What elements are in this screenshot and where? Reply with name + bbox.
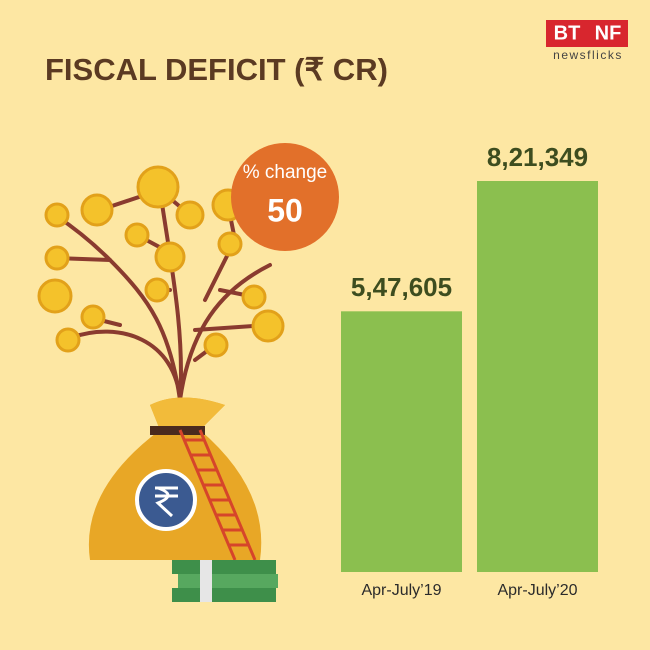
value-label: 5,47,605	[351, 272, 452, 302]
bar	[341, 311, 462, 572]
logo-tagline: newsflicks	[553, 48, 623, 62]
logo: BT NF newsflicks	[546, 20, 628, 62]
x-tick-label: Apr-July’20	[497, 582, 577, 599]
change-badge: % change 50	[231, 143, 339, 251]
logo-left: BT	[554, 22, 581, 44]
badge-label: % change	[243, 162, 328, 183]
money-bag	[88, 397, 278, 602]
coins	[37, 165, 285, 358]
bar	[477, 181, 598, 572]
logo-box	[546, 20, 628, 47]
badge-circle	[231, 143, 339, 251]
x-tick-label: Apr-July’19	[361, 582, 441, 599]
chart-title: FISCAL DEFICIT (₹ CR)	[45, 52, 388, 87]
value-label: 8,21,349	[487, 142, 588, 172]
logo-right: NF	[595, 22, 622, 44]
badge-value: 50	[267, 192, 303, 228]
